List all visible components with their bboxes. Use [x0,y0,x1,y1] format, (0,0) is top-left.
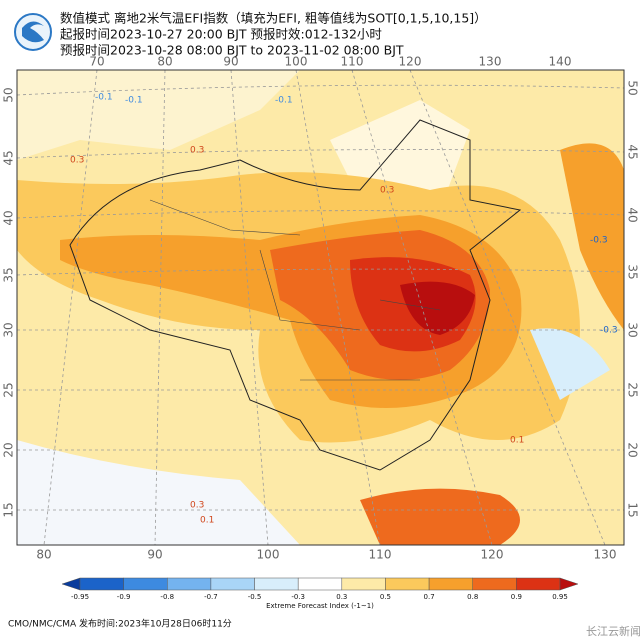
colorbar-segment [472,577,517,591]
left-lat-label: 25 [2,382,16,397]
colorbar-segment [167,577,212,591]
colorbar-extension [61,577,81,591]
map-frame [16,69,625,546]
contour-label: -0.1 [275,96,293,106]
top-lon-label: 120 [399,55,422,69]
colorbar-label: -0.3 [291,593,305,601]
bottom-lon-label: 80 [36,548,51,562]
contour-label: -0.3 [590,236,608,246]
contour-label: 0.3 [190,146,204,156]
colorbar-caption: Extreme Forecast Index (-1~1) [266,602,374,610]
right-lat-label: 30 [626,322,640,337]
bottom-lon-label: 120 [481,548,504,562]
top-lon-label: 110 [341,55,364,69]
contour-label: 0.3 [70,156,84,166]
header-line: 预报时间2023-10-28 08:00 BJT to 2023-11-02 0… [60,43,404,58]
colorbar-label: -0.95 [71,593,89,601]
top-lon-label: 90 [223,55,238,69]
left-lat-label: 40 [2,210,16,225]
footer: CMO/NMC/CMA 发布时间:2023年10月28日06时11分 [8,618,232,630]
contour-label: 0.3 [190,501,204,511]
colorbar-segment [516,577,561,591]
colorbar-extension [559,577,579,591]
colorbar-label: 0.7 [424,593,435,601]
left-lat-label: 45 [2,150,16,165]
header-line: 数值模式 离地2米气温EFI指数（填充为EFI, 粗等值线为SOT[0,1,5,… [60,11,487,26]
top-lon-label: 100 [285,55,308,69]
colorbar-segment [341,577,386,591]
colorbar-segment [385,577,430,591]
contour-label: 0.1 [510,436,524,446]
top-lon-label: 70 [89,55,104,69]
contour-label: 0.1 [200,516,214,526]
contour-label: -0.3 [600,326,618,336]
right-lat-label: 45 [626,144,640,159]
colorbar-segment [123,577,168,591]
right-lat-label: 50 [626,80,640,95]
china-outline [69,119,522,471]
right-lat-label: 35 [626,264,640,279]
colorbar-label: 0.8 [467,593,478,601]
left-lat-label: 35 [2,267,16,282]
colorbar-label: 0.95 [552,593,568,601]
province-lines [149,199,441,381]
colorbar-label: 0.5 [380,593,391,601]
top-lon-label: 80 [157,55,172,69]
bottom-lon-label: 90 [147,548,162,562]
bottom-lon-label: 110 [369,548,392,562]
header-line: 起报时间2023-10-27 20:00 BJT 预报时效:012-132小时 [60,27,382,42]
contour-label: 0.3 [380,186,394,196]
left-lat-label: 30 [2,322,16,337]
left-lat-label: 15 [2,502,16,517]
colorbar-label: 0.3 [336,593,347,601]
colorbar-segment [428,577,473,591]
watermark: 长江云新闻 [586,624,640,638]
bottom-lon-label: 100 [257,548,280,562]
contour-label: -0.1 [95,93,113,103]
contour-label: -0.1 [125,96,143,106]
left-lat-label: 20 [2,442,16,457]
graticule [17,70,624,545]
right-lat-label: 40 [626,207,640,222]
colorbar-label: 0.9 [511,593,522,601]
right-lat-label: 20 [626,442,640,457]
logo [14,13,52,51]
right-lat-label: 15 [626,502,640,517]
map-area [17,70,624,545]
right-lat-label: 25 [626,382,640,397]
colorbar-label: -0.5 [248,593,262,601]
top-lon-label: 140 [549,55,572,69]
left-lat-label: 50 [2,87,16,102]
top-lon-label: 130 [479,55,502,69]
colorbar-label: -0.7 [204,593,218,601]
colorbar-segment [210,577,255,591]
colorbar-segment [79,577,124,591]
bottom-lon-label: 130 [594,548,617,562]
colorbar-label: -0.9 [117,593,131,601]
colorbar-segment [297,577,343,591]
colorbar-label: -0.8 [160,593,174,601]
colorbar-segment [254,577,299,591]
